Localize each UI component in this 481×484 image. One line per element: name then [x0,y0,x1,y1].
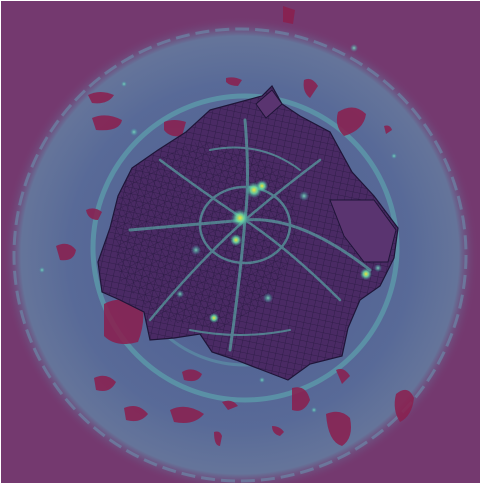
blob [124,406,148,422]
blob [336,368,350,384]
hotspot [176,290,184,298]
blob [326,411,351,446]
hotspot [299,191,309,201]
blob [272,426,284,436]
peripheral-blobs [56,6,414,446]
blob [164,120,186,137]
hotspot [263,293,273,303]
blob [394,389,414,422]
blob [283,6,295,24]
blob [94,375,116,391]
blob [56,243,76,261]
hotspot [360,268,372,280]
blob [104,299,144,344]
blob [170,406,204,423]
blob [222,400,238,410]
blob [292,387,310,411]
outer-halo-edge [12,27,468,483]
middle-halo-ring [90,93,400,403]
hotspot [256,180,268,192]
hotspot [191,245,201,255]
blob [88,92,114,104]
blob [226,77,242,86]
blob [182,369,202,382]
blob [92,115,122,131]
hotspot [230,234,242,246]
blob [384,125,392,134]
hotspot [231,209,249,227]
blob [214,431,222,446]
hotspot [209,313,219,323]
blob [303,78,318,98]
blob [336,107,366,136]
northern-park-area [255,89,283,119]
outer-glow-dots [39,44,397,413]
eastern-park-area [329,199,397,263]
blob [86,208,102,220]
traffic-hotspots [176,180,372,323]
